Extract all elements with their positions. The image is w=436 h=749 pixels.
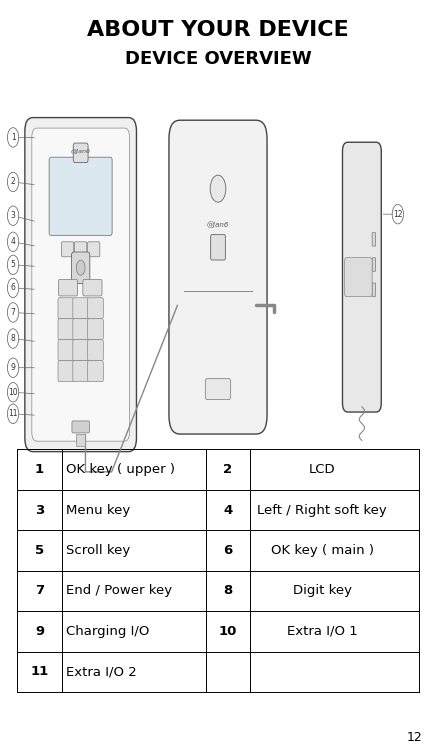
FancyBboxPatch shape bbox=[73, 297, 89, 319]
Text: 5: 5 bbox=[10, 261, 16, 270]
FancyBboxPatch shape bbox=[88, 340, 103, 361]
FancyBboxPatch shape bbox=[32, 128, 129, 441]
Circle shape bbox=[7, 383, 19, 402]
FancyBboxPatch shape bbox=[342, 142, 381, 412]
FancyBboxPatch shape bbox=[372, 258, 375, 271]
Text: LCD: LCD bbox=[309, 463, 336, 476]
Text: 6: 6 bbox=[10, 283, 16, 292]
FancyBboxPatch shape bbox=[61, 242, 74, 257]
Text: 11: 11 bbox=[31, 665, 49, 679]
Text: 2: 2 bbox=[11, 178, 15, 187]
FancyBboxPatch shape bbox=[88, 360, 103, 381]
Circle shape bbox=[7, 329, 19, 348]
Circle shape bbox=[7, 232, 19, 252]
Circle shape bbox=[76, 260, 85, 275]
Text: 8: 8 bbox=[223, 584, 233, 598]
FancyBboxPatch shape bbox=[72, 421, 89, 433]
FancyBboxPatch shape bbox=[76, 434, 85, 446]
Text: End / Power key: End / Power key bbox=[66, 584, 172, 598]
Text: 9: 9 bbox=[35, 625, 44, 638]
Circle shape bbox=[7, 278, 19, 297]
Circle shape bbox=[7, 127, 19, 147]
Circle shape bbox=[210, 175, 226, 202]
Circle shape bbox=[7, 303, 19, 322]
Text: 3: 3 bbox=[10, 211, 16, 220]
FancyBboxPatch shape bbox=[58, 279, 78, 296]
Text: Extra I/O 2: Extra I/O 2 bbox=[66, 665, 136, 679]
FancyBboxPatch shape bbox=[88, 319, 103, 340]
FancyBboxPatch shape bbox=[73, 340, 89, 361]
FancyBboxPatch shape bbox=[49, 157, 112, 235]
FancyBboxPatch shape bbox=[372, 233, 375, 246]
Text: 7: 7 bbox=[35, 584, 44, 598]
FancyBboxPatch shape bbox=[58, 340, 74, 361]
Text: 9: 9 bbox=[10, 363, 16, 372]
Text: Digit key: Digit key bbox=[293, 584, 352, 598]
Text: 1: 1 bbox=[35, 463, 44, 476]
Text: 4: 4 bbox=[223, 503, 233, 517]
FancyBboxPatch shape bbox=[88, 242, 100, 257]
Text: DEVICE OVERVIEW: DEVICE OVERVIEW bbox=[125, 50, 311, 68]
Text: 5: 5 bbox=[35, 544, 44, 557]
Text: Left / Right soft key: Left / Right soft key bbox=[257, 503, 387, 517]
Text: Scroll key: Scroll key bbox=[66, 544, 130, 557]
Circle shape bbox=[7, 255, 19, 275]
FancyBboxPatch shape bbox=[73, 360, 89, 381]
Text: 3: 3 bbox=[35, 503, 44, 517]
Text: 8: 8 bbox=[11, 334, 15, 343]
FancyBboxPatch shape bbox=[58, 297, 74, 319]
Text: OK key ( main ): OK key ( main ) bbox=[271, 544, 374, 557]
FancyBboxPatch shape bbox=[73, 319, 89, 340]
Text: @Jan6: @Jan6 bbox=[207, 221, 229, 228]
Text: 12: 12 bbox=[407, 730, 423, 744]
FancyBboxPatch shape bbox=[25, 118, 136, 452]
Text: @Jan6: @Jan6 bbox=[71, 148, 91, 154]
Text: Charging I/O: Charging I/O bbox=[66, 625, 149, 638]
Text: 10: 10 bbox=[8, 388, 18, 397]
FancyBboxPatch shape bbox=[344, 258, 372, 297]
Circle shape bbox=[7, 206, 19, 225]
Text: Extra I/O 1: Extra I/O 1 bbox=[287, 625, 358, 638]
FancyBboxPatch shape bbox=[72, 252, 90, 283]
FancyBboxPatch shape bbox=[205, 378, 231, 400]
FancyBboxPatch shape bbox=[169, 121, 267, 434]
Text: 4: 4 bbox=[10, 237, 16, 246]
Circle shape bbox=[7, 404, 19, 423]
Text: 1: 1 bbox=[11, 133, 15, 142]
FancyBboxPatch shape bbox=[83, 279, 102, 296]
Text: 11: 11 bbox=[8, 409, 18, 418]
Text: 6: 6 bbox=[223, 544, 233, 557]
FancyBboxPatch shape bbox=[75, 242, 87, 257]
FancyBboxPatch shape bbox=[58, 360, 74, 381]
Text: Menu key: Menu key bbox=[66, 503, 130, 517]
Text: 2: 2 bbox=[224, 463, 232, 476]
FancyBboxPatch shape bbox=[73, 143, 88, 163]
Text: ABOUT YOUR DEVICE: ABOUT YOUR DEVICE bbox=[87, 20, 349, 40]
Text: OK key ( upper ): OK key ( upper ) bbox=[66, 463, 175, 476]
Text: 7: 7 bbox=[10, 308, 16, 317]
Text: 12: 12 bbox=[393, 210, 402, 219]
Text: 10: 10 bbox=[219, 625, 237, 638]
Circle shape bbox=[7, 172, 19, 192]
FancyBboxPatch shape bbox=[88, 297, 103, 319]
FancyBboxPatch shape bbox=[372, 283, 375, 297]
Circle shape bbox=[392, 204, 404, 224]
FancyBboxPatch shape bbox=[211, 234, 225, 260]
Circle shape bbox=[7, 358, 19, 377]
FancyBboxPatch shape bbox=[58, 319, 74, 340]
